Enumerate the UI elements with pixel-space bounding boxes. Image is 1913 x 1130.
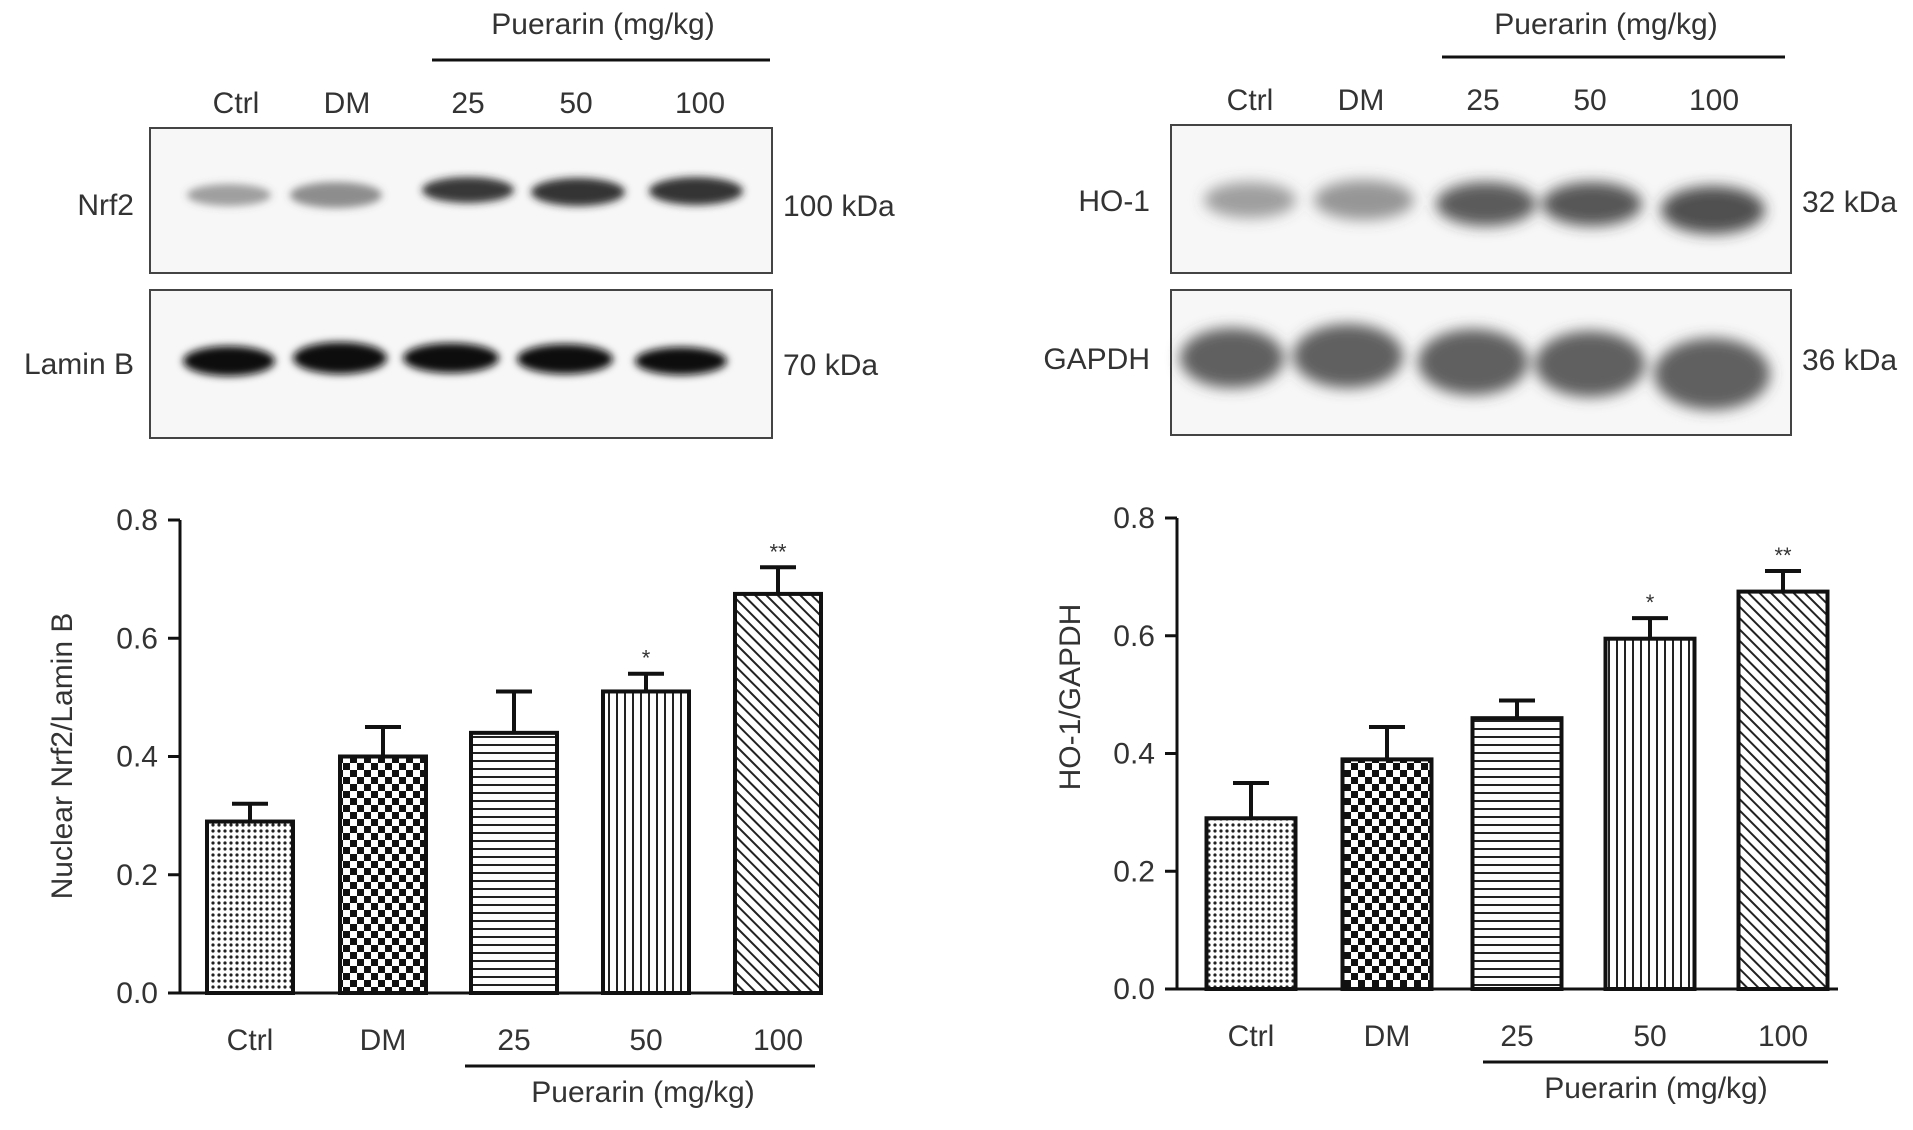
significance-marker: * <box>1646 590 1655 615</box>
blot-left-lane-label: 50 <box>559 87 592 120</box>
x-tick-label: 50 <box>1633 1020 1666 1053</box>
y-tick-label: 0.8 <box>1113 502 1155 535</box>
blot-right-lane-label: DM <box>1338 84 1385 117</box>
chart-nrf2: 0.0 0.2 0.4 0.6 0.8 Nuclear Nrf2/Lamin B Ctrl D… <box>46 504 823 1109</box>
band <box>649 177 743 205</box>
bar <box>601 689 691 996</box>
x-tick-label: DM <box>360 1024 407 1057</box>
blot-left-lane-label: DM <box>324 87 371 120</box>
band <box>1535 331 1645 397</box>
band <box>422 177 514 203</box>
x-tick-label: Ctrl <box>1228 1020 1275 1053</box>
band <box>1314 180 1414 220</box>
blot-right-lane-label: 100 <box>1689 84 1739 117</box>
blot-left-row-size: 100 kDa <box>783 190 895 223</box>
band <box>531 178 625 206</box>
bar <box>1204 816 1298 992</box>
bar <box>469 730 559 995</box>
bar <box>1340 757 1434 992</box>
y-tick-label: 0.0 <box>1113 973 1155 1006</box>
y-tick-label: 0.0 <box>116 977 158 1010</box>
y-axis-label: Nuclear Nrf2/Lamin B <box>46 613 79 900</box>
blot-right-treatment-label: Puerarin (mg/kg) <box>1494 8 1717 41</box>
blot-left-row-label: Lamin B <box>24 348 134 381</box>
blot-right-lane-label: 50 <box>1573 84 1606 117</box>
band <box>183 346 275 376</box>
blot-right-lane-label: 25 <box>1466 84 1499 117</box>
band <box>635 347 727 375</box>
blot-left-lane-label: Ctrl <box>213 87 260 120</box>
significance-marker: ** <box>769 539 787 564</box>
band <box>1542 182 1642 226</box>
x-tick-label: 50 <box>629 1024 662 1057</box>
band <box>1204 182 1296 218</box>
band <box>1180 328 1284 388</box>
blot-right-row-size: 32 kDa <box>1802 186 1897 219</box>
bar <box>733 591 823 995</box>
band <box>290 182 382 208</box>
y-tick-label: 0.8 <box>116 504 158 537</box>
blot-right-gapdh-bands <box>1180 324 1770 410</box>
blot-right: Puerarin (mg/kg) Ctrl DM 25 50 100 HO-1 … <box>1043 8 1897 436</box>
blot-left-row-size: 70 kDa <box>783 349 878 382</box>
blot-right-row-label: HO-1 <box>1078 185 1150 218</box>
bar <box>1470 716 1564 991</box>
blot-left: Puerarin (mg/kg) Ctrl DM 25 50 100 Nrf2 … <box>24 8 895 439</box>
y-tick-label: 0.2 <box>1113 855 1155 888</box>
band <box>403 343 499 373</box>
x-tick-label: 25 <box>1500 1020 1533 1053</box>
x-tick-label: 100 <box>753 1024 803 1057</box>
band <box>517 344 613 374</box>
band <box>1661 186 1765 234</box>
x-axis-label: Puerarin (mg/kg) <box>1544 1072 1767 1105</box>
band <box>1418 329 1528 395</box>
significance-marker: ** <box>1774 543 1792 568</box>
band <box>293 342 387 374</box>
blot-left-treatment-label: Puerarin (mg/kg) <box>491 8 714 41</box>
y-tick-label: 0.2 <box>116 859 158 892</box>
y-tick-label: 0.4 <box>1113 738 1155 771</box>
bar <box>205 819 295 995</box>
band <box>1293 324 1403 388</box>
blot-left-row-label: Nrf2 <box>77 189 134 222</box>
band <box>1654 338 1770 410</box>
x-tick-label: 100 <box>1758 1020 1808 1053</box>
blot-left-lane-label: 25 <box>451 87 484 120</box>
bar <box>1736 589 1830 991</box>
blot-right-row-label: GAPDH <box>1043 343 1150 376</box>
y-axis-label: HO-1/GAPDH <box>1054 604 1087 791</box>
blot-right-lane-label: Ctrl <box>1227 84 1274 117</box>
x-axis-label: Puerarin (mg/kg) <box>531 1076 754 1109</box>
x-tick-label: Ctrl <box>227 1024 274 1057</box>
blot-left-laminb-bands <box>183 342 727 376</box>
y-tick-label: 0.6 <box>116 622 158 655</box>
blot-right-ho1-bands <box>1204 180 1765 234</box>
y-tick-label: 0.4 <box>116 741 158 774</box>
chart-ho1: 0.0 0.2 0.4 0.6 0.8 HO-1/GAPDH Ctrl DM 25 * 50 ** 10… <box>1054 502 1838 1105</box>
y-tick-label: 0.6 <box>1113 620 1155 653</box>
x-tick-label: DM <box>1364 1020 1411 1053</box>
x-tick-label: 25 <box>497 1024 530 1057</box>
band <box>187 184 271 206</box>
blot-left-nrf2-bands <box>187 177 743 208</box>
significance-marker: * <box>642 646 651 671</box>
bar <box>1603 636 1697 991</box>
blot-right-row-size: 36 kDa <box>1802 344 1897 377</box>
blot-left-lane-label: 100 <box>675 87 725 120</box>
bar <box>338 754 428 995</box>
band <box>1436 182 1536 226</box>
